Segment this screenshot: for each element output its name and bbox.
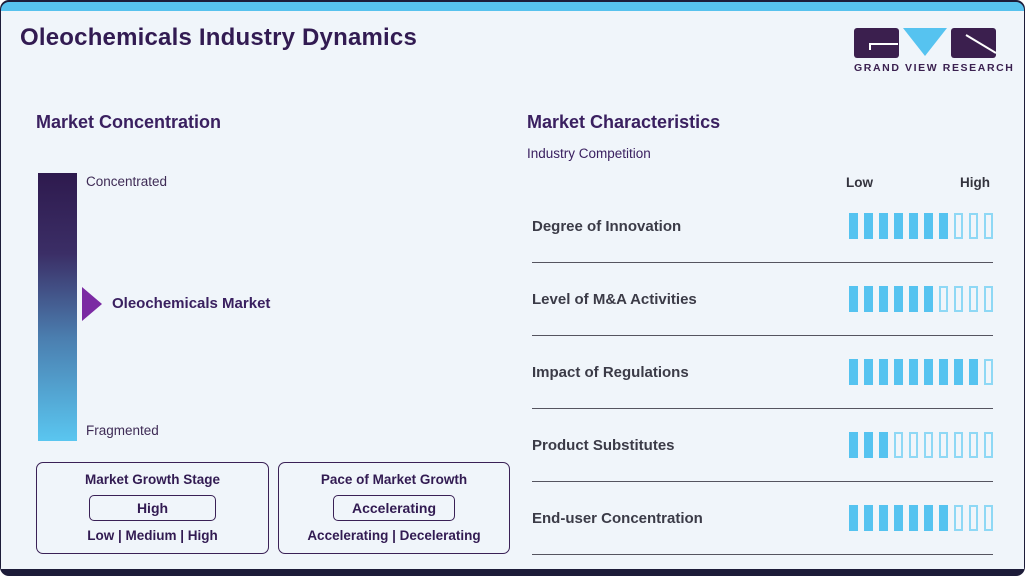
fragmented-label: Fragmented (86, 423, 159, 438)
rating-bar-empty (984, 359, 993, 385)
characteristic-label: Degree of Innovation (532, 217, 682, 235)
characteristic-label: Level of M&A Activities (532, 290, 697, 308)
rating-bar-filled (864, 432, 873, 458)
rating-bar-empty (969, 505, 978, 531)
rating-bar-filled (939, 359, 948, 385)
rating-bar-filled (909, 213, 918, 239)
rating-bar-filled (864, 213, 873, 239)
rating-bar-filled (939, 213, 948, 239)
gvr-logo-icon (854, 28, 996, 58)
rating-bar-filled (924, 359, 933, 385)
growth-pace-options: Accelerating | Decelerating (307, 528, 481, 543)
rating-bar-filled (924, 286, 933, 312)
concentrated-label: Concentrated (86, 174, 168, 189)
rating-bar-empty (909, 432, 918, 458)
rating-bar-empty (969, 432, 978, 458)
characteristic-label: Impact of Regulations (532, 363, 689, 381)
rating-bar-filled (879, 505, 888, 531)
characteristic-label: Product Substitutes (532, 436, 675, 454)
pace-of-growth-box: Pace of Market Growth Accelerating Accel… (278, 462, 510, 554)
rating-bar-empty (954, 213, 963, 239)
rating-bar-empty (984, 432, 993, 458)
rating-bar-filled (879, 432, 888, 458)
rating-bar-filled (879, 286, 888, 312)
rating-bar-filled (894, 213, 903, 239)
rating-bar-empty (924, 432, 933, 458)
rating-bar-empty (984, 286, 993, 312)
growth-pace-title: Pace of Market Growth (320, 472, 468, 487)
rating-bar-filled (849, 286, 858, 312)
market-characteristics-heading: Market Characteristics (527, 112, 721, 132)
rating-bar-filled (954, 359, 963, 385)
scale-low-label: Low (846, 175, 873, 190)
rating-bar-filled (879, 359, 888, 385)
rating-bar-filled (864, 359, 873, 385)
industry-competition-subheading: Industry Competition (527, 146, 651, 161)
growth-stage-options: Low | Medium | High (87, 528, 218, 543)
rating-scale-labels: Low High (846, 175, 990, 190)
rating-bar-filled (894, 505, 903, 531)
rating-bar-filled (894, 359, 903, 385)
page-title: Oleochemicals Industry Dynamics (20, 24, 418, 51)
market-position-arrow-icon (82, 287, 102, 321)
scale-high-label: High (960, 175, 990, 190)
rating-bar-empty (984, 213, 993, 239)
rating-bar-empty (969, 213, 978, 239)
rating-bar-filled (879, 213, 888, 239)
growth-stage-value: High (89, 494, 216, 521)
grand-view-research-logo: GRAND VIEW RESEARCH (854, 28, 1015, 74)
characteristic-row: Degree of Innovation (532, 190, 993, 263)
characteristic-row: Impact of Regulations (532, 336, 993, 409)
rating-bars (849, 359, 993, 385)
rating-bar-filled (864, 505, 873, 531)
rating-bar-empty (954, 432, 963, 458)
market-growth-stage-box: Market Growth Stage High Low | Medium | … (36, 462, 269, 554)
rating-bar-empty (954, 286, 963, 312)
rating-bar-filled (924, 505, 933, 531)
market-position-label: Oleochemicals Market (112, 295, 271, 312)
rating-bars (849, 505, 993, 531)
characteristic-row: Level of M&A Activities (532, 263, 993, 336)
rating-bars (849, 432, 993, 458)
concentration-gradient-bar (38, 173, 77, 441)
characteristics-rows: Degree of Innovation Level of M&A Activit… (532, 190, 993, 555)
characteristic-row: End-user Concentration (532, 482, 993, 555)
rating-bars (849, 213, 993, 239)
growth-stage-title: Market Growth Stage (84, 472, 221, 487)
rating-bar-empty (939, 432, 948, 458)
rating-bar-filled (909, 286, 918, 312)
rating-bar-filled (909, 505, 918, 531)
rating-bar-empty (984, 505, 993, 531)
logo-wordmark: GRAND VIEW RESEARCH (854, 62, 1015, 74)
rating-bar-filled (909, 359, 918, 385)
rating-bar-filled (939, 505, 948, 531)
rating-bar-filled (849, 359, 858, 385)
rating-bar-filled (864, 286, 873, 312)
characteristic-label: End-user Concentration (532, 509, 703, 527)
rating-bar-empty (954, 505, 963, 531)
rating-bar-empty (894, 432, 903, 458)
characteristic-row: Product Substitutes (532, 409, 993, 482)
rating-bars (849, 286, 993, 312)
rating-bar-filled (969, 359, 978, 385)
rating-bar-filled (849, 505, 858, 531)
growth-pace-value: Accelerating (333, 494, 455, 521)
market-concentration-heading: Market Concentration (36, 112, 222, 132)
rating-bar-filled (849, 432, 858, 458)
top-accent-strip (1, 2, 1024, 11)
rating-bar-empty (939, 286, 948, 312)
rating-bar-empty (969, 286, 978, 312)
rating-bar-filled (894, 286, 903, 312)
rating-bar-filled (924, 213, 933, 239)
rating-bar-filled (849, 213, 858, 239)
